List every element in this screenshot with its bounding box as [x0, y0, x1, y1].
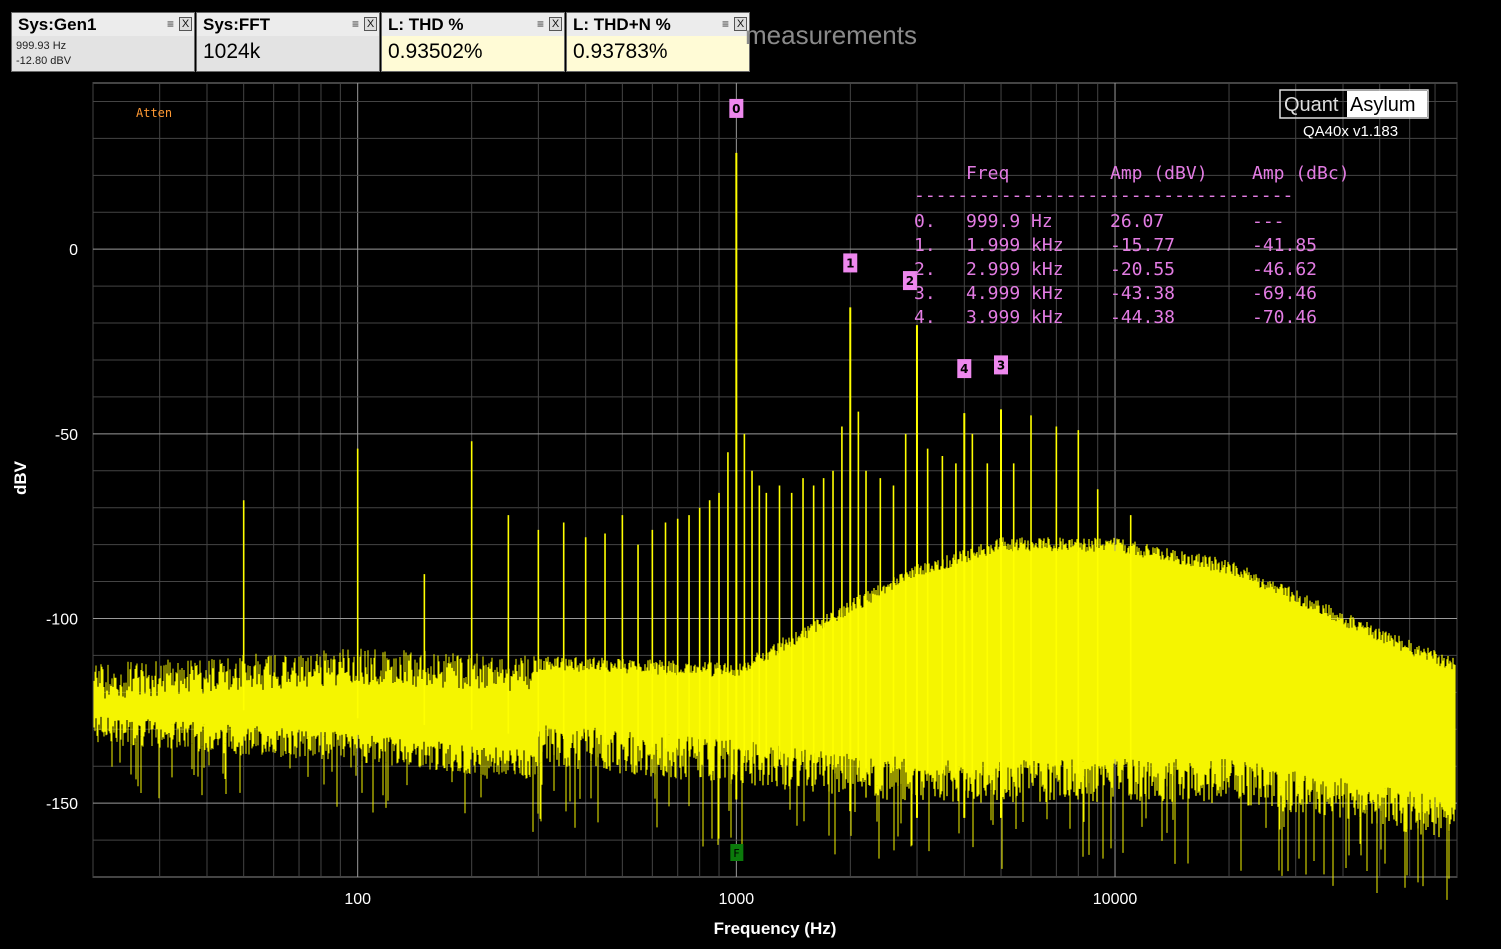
table-cell-idx: 2.	[914, 259, 936, 280]
generator-level: -12.80 dBV	[16, 55, 72, 67]
peak-marker-0	[729, 98, 744, 118]
menu-icon[interactable]: ≡	[166, 17, 174, 31]
logo: Quant Asylum QA40x v1.183	[1279, 89, 1429, 140]
peak-marker-label: 3	[997, 358, 1005, 372]
peak-marker-label: 2	[906, 274, 914, 288]
table-cell-dbc: -69.46	[1252, 283, 1317, 304]
y-axis-label: dBV	[11, 460, 30, 495]
axis-ticks: 100 1000 10000 0 -50 -100 -150	[46, 242, 1137, 908]
peak-marker-3	[994, 355, 1009, 375]
background-title: measurements	[745, 20, 917, 50]
table-cell-freq: 3.999 kHz	[966, 307, 1064, 328]
menu-icon[interactable]: ≡	[536, 17, 544, 31]
harmonic-peaks	[735, 152, 1003, 818]
peak-marker-label: 1	[846, 256, 854, 270]
peak-marker-4	[957, 359, 972, 379]
peak-markers: 0 1 2 3 4	[729, 98, 1009, 379]
table-cell-dbv: -44.38	[1110, 307, 1175, 328]
generator-frequency: 999.93 Hz	[16, 40, 67, 52]
close-icon[interactable]: X	[179, 17, 192, 31]
menu-icon[interactable]: ≡	[351, 17, 359, 31]
y-tick-label: -50	[55, 427, 78, 444]
x-tick-label: 100	[344, 891, 371, 908]
spur-lines	[242, 411, 1132, 774]
table-cell-dbv: -15.77	[1110, 235, 1175, 256]
widget-thdn[interactable]: L: THD+N % ≡ X 0.93783%	[566, 12, 750, 72]
x-tick-label: 10000	[1093, 891, 1138, 908]
widget-header: Sys:Gen1 ≡ X	[12, 13, 194, 36]
widget-title: Sys:FFT	[203, 15, 271, 34]
fundamental-marker: F	[730, 844, 744, 861]
version-label: QA40x v1.183	[1303, 123, 1398, 140]
widget-fft[interactable]: Sys:FFT ≡ X 1024k	[196, 12, 380, 72]
close-icon[interactable]: X	[364, 17, 377, 31]
table-cell-idx: 4.	[914, 307, 936, 328]
widget-header: L: THD % ≡ X	[382, 13, 564, 36]
y-tick-label: -150	[46, 796, 78, 813]
x-axis-label: Frequency (Hz)	[714, 919, 837, 938]
noise-floor	[93, 537, 1456, 900]
widget-header: Sys:FFT ≡ X	[197, 13, 379, 36]
logo-asylum: Asylum	[1350, 94, 1416, 116]
widget-header: L: THD+N % ≡ X	[567, 13, 749, 36]
table-cell-freq: 1.999 kHz	[966, 235, 1064, 256]
y-tick-label: 0	[69, 242, 78, 259]
thd-value: 0.93502%	[388, 40, 483, 63]
table-cell-freq: 999.9 Hz	[966, 211, 1053, 232]
close-icon[interactable]: X	[734, 17, 747, 31]
table-cell-dbc: ---	[1252, 211, 1285, 232]
table-cell-freq: 4.999 kHz	[966, 283, 1064, 304]
table-header-dbc: Amp (dBc)	[1252, 163, 1350, 184]
peak-marker-label: 0	[732, 102, 740, 116]
atten-label: Atten	[136, 106, 172, 120]
peak-table: Freq Amp (dBV) Amp (dBc) ---------------…	[914, 163, 1350, 328]
widget-thd[interactable]: L: THD % ≡ X 0.93502%	[381, 12, 565, 72]
widget-title: L: THD+N %	[573, 15, 671, 34]
close-icon[interactable]: X	[549, 17, 562, 31]
x-tick-label: 1000	[719, 891, 755, 908]
table-cell-dbv: -43.38	[1110, 283, 1175, 304]
peak-marker-2	[902, 271, 917, 291]
table-cell-freq: 2.999 kHz	[966, 259, 1064, 280]
menu-icon[interactable]: ≡	[721, 17, 729, 31]
thdn-value: 0.93783%	[573, 40, 668, 63]
table-cell-dbc: -70.46	[1252, 307, 1317, 328]
table-header-dbv: Amp (dBV)	[1110, 163, 1208, 184]
fft-size-value: 1024k	[203, 40, 261, 63]
table-cell-dbc: -41.85	[1252, 235, 1317, 256]
logo-quant: Quant	[1284, 94, 1339, 116]
peak-marker-1	[843, 253, 858, 273]
svg-text:F: F	[733, 847, 739, 860]
table-header-freq: Freq	[966, 163, 1009, 184]
table-separator: -----------------------------------	[914, 185, 1293, 206]
table-cell-idx: 1.	[914, 235, 936, 256]
peak-marker-label: 4	[960, 362, 968, 376]
table-cell-idx: 0.	[914, 211, 936, 232]
widget-title: Sys:Gen1	[18, 15, 97, 34]
table-cell-dbc: -46.62	[1252, 259, 1317, 280]
widget-title: L: THD %	[388, 15, 464, 34]
widget-gen1[interactable]: Sys:Gen1 ≡ X 999.93 Hz -12.80 dBV	[11, 12, 195, 72]
table-cell-idx: 3.	[914, 283, 936, 304]
table-cell-dbv: 26.07	[1110, 211, 1164, 232]
y-tick-label: -100	[46, 611, 78, 628]
table-cell-dbv: -20.55	[1110, 259, 1175, 280]
